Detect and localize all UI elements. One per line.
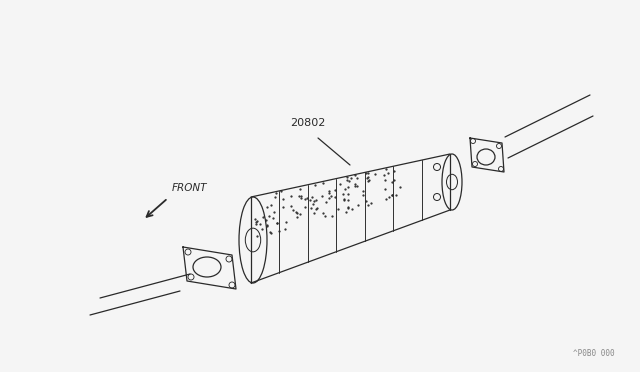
Text: FRONT: FRONT bbox=[172, 183, 207, 193]
Text: ^P0B0 000: ^P0B0 000 bbox=[573, 349, 615, 358]
Text: 20802: 20802 bbox=[291, 118, 326, 128]
